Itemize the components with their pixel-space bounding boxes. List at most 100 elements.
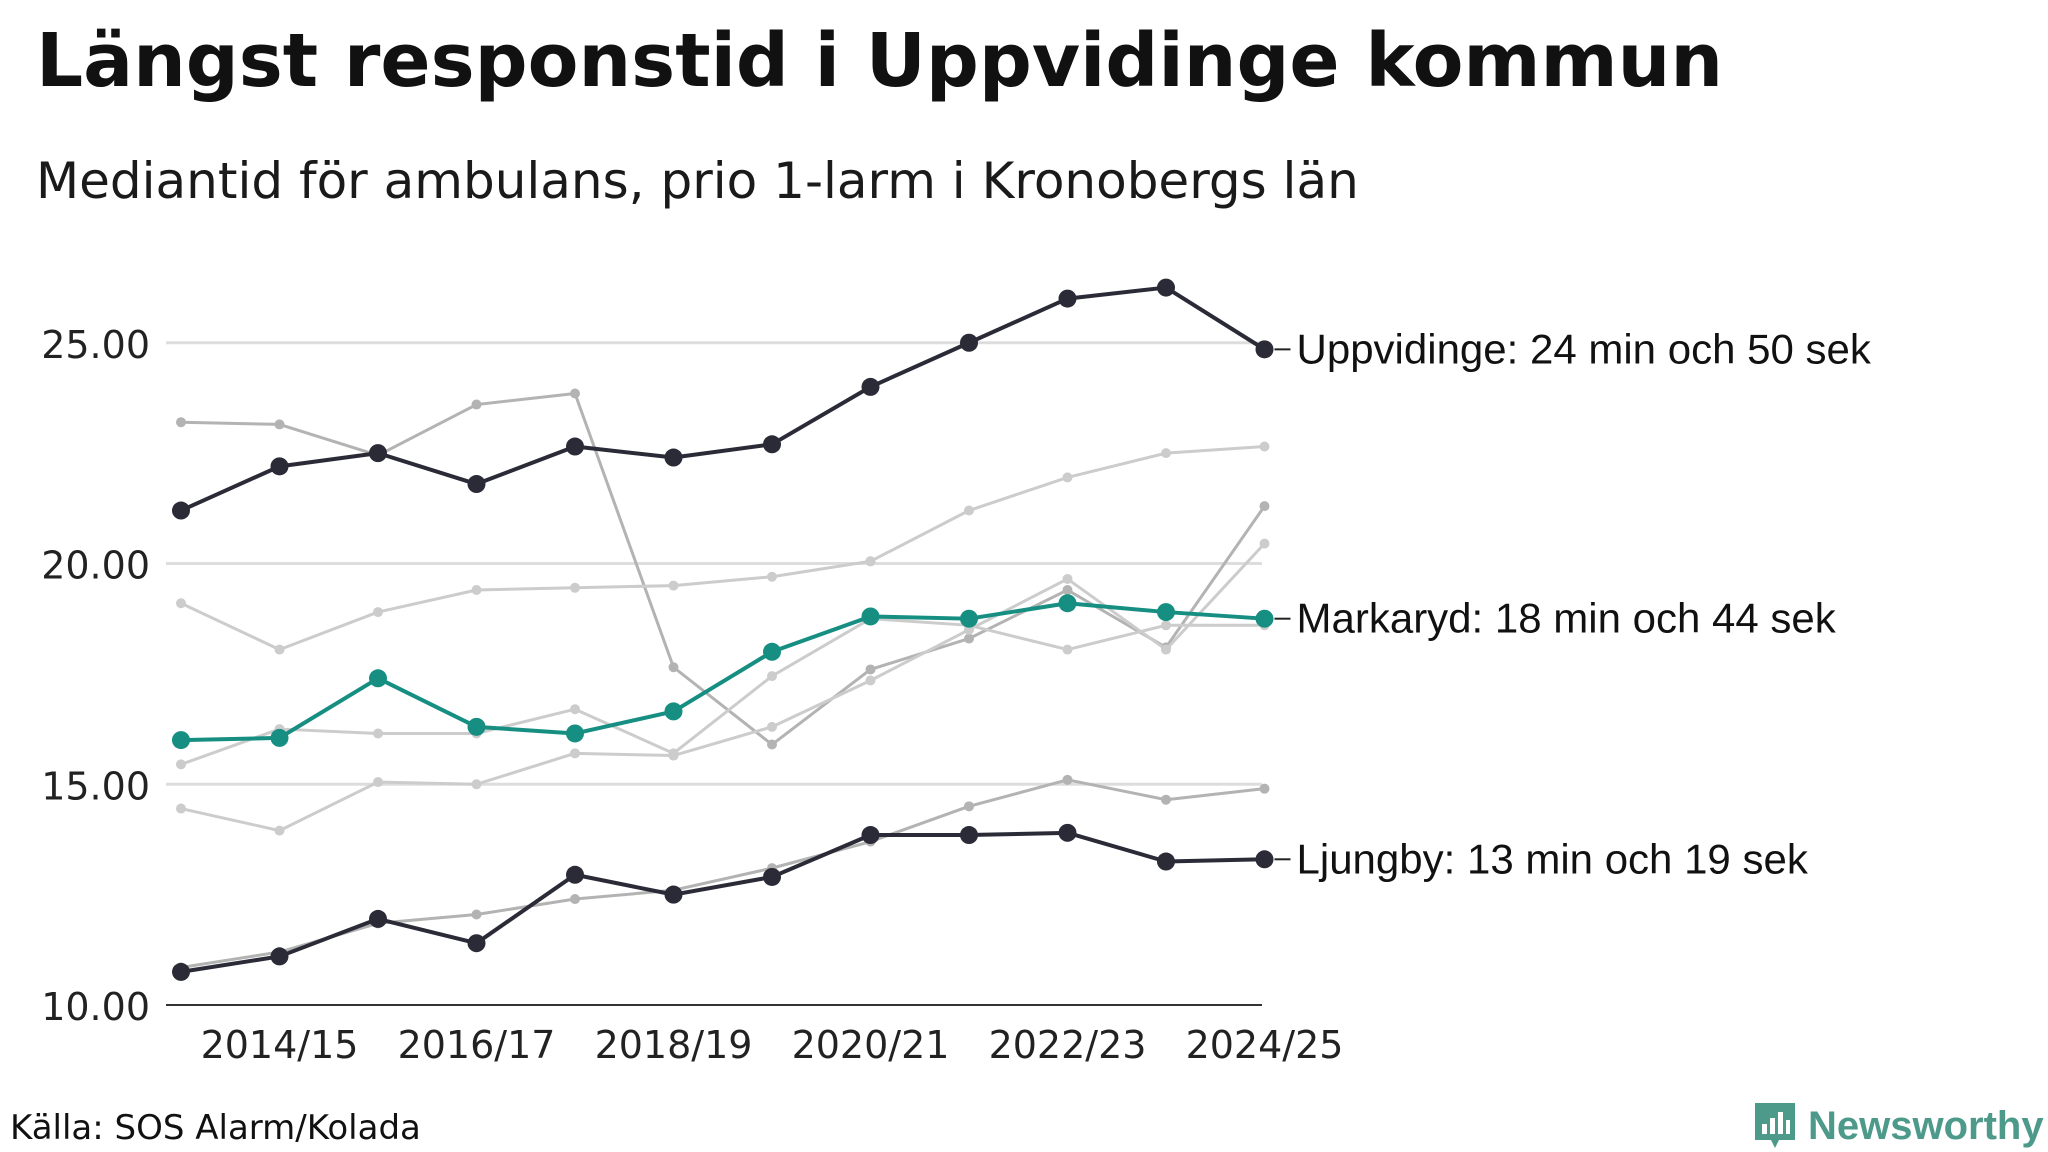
background-series-point	[1062, 573, 1073, 584]
background-series-point	[176, 803, 186, 814]
markaryd-series-point	[270, 728, 289, 747]
uppvidinge-series-point	[270, 457, 289, 476]
x-tick-label: 2020/21	[792, 1023, 950, 1067]
background-series-point	[1062, 584, 1073, 595]
x-tick-label: 2014/15	[201, 1023, 359, 1067]
uppvidinge-series-point	[172, 501, 190, 520]
background-series-point	[767, 571, 777, 582]
background-series-point	[373, 607, 383, 618]
uppvidinge-series-point	[861, 377, 880, 396]
background-series-point	[767, 739, 777, 750]
background-series-point	[274, 419, 285, 430]
background-series-point	[668, 662, 679, 673]
uppvidinge-series-line	[180, 285, 1266, 513]
background-series-point	[964, 505, 974, 516]
ljungby-series-point	[1058, 823, 1077, 842]
ljungby-series-point	[172, 962, 190, 981]
ljungby-series-point	[566, 865, 584, 884]
markaryd-series-point	[1157, 603, 1175, 622]
background-series-point	[570, 582, 580, 593]
uppvidinge-series-point	[369, 444, 387, 463]
background-series-point	[1259, 501, 1270, 512]
background-series-line	[180, 778, 1265, 969]
background-series-point	[1259, 783, 1270, 794]
background-series-point	[964, 801, 974, 812]
uppvidinge-series-point	[1058, 289, 1077, 308]
background-series-point	[668, 750, 679, 761]
ljungby-series-point	[1255, 850, 1274, 869]
ljungby-series-point	[1157, 852, 1175, 871]
background-series-point	[1161, 794, 1171, 805]
background-series-point	[1062, 472, 1073, 483]
ljungby-series-line	[180, 830, 1265, 974]
background-series-point	[471, 399, 482, 410]
x-tick-label: 2024/25	[1186, 1023, 1344, 1067]
chart-title: Längst responstid i Uppvidinge kommun	[36, 18, 1724, 104]
background-series-point	[1259, 538, 1270, 549]
uppvidinge-series-point	[1255, 340, 1274, 359]
chart-subtitle: Mediantid för ambulans, prio 1-larm i Kr…	[36, 152, 1359, 210]
markaryd-value-label: Markaryd: 18 min och 44 sek	[1297, 595, 1837, 642]
uppvidinge-series-point	[960, 333, 978, 352]
uppvidinge-series-point	[566, 437, 584, 456]
markaryd-series-point	[763, 642, 781, 661]
background-series-line	[180, 751, 674, 833]
background-series-point	[964, 633, 974, 644]
ljungby-series-point	[369, 909, 387, 928]
background-series-point	[570, 748, 580, 759]
background-series-point	[865, 675, 876, 686]
background-series-point	[1062, 644, 1073, 655]
highlight-series-layer	[172, 278, 1274, 981]
ljungby-series-point	[664, 885, 683, 904]
background-series-line	[180, 559, 871, 652]
ljungby-series-point	[861, 826, 880, 845]
y-tick-label: 25.00	[41, 323, 150, 367]
uppvidinge-series-point	[1157, 278, 1175, 297]
grid-layer	[166, 341, 1262, 1006]
ljungby-series-point	[270, 947, 289, 966]
background-series-point	[1062, 774, 1073, 785]
background-series-point	[570, 388, 580, 399]
background-series-point	[767, 721, 777, 732]
markaryd-series-line	[180, 601, 1265, 743]
background-series-point	[570, 704, 580, 715]
y-tick-label: 15.00	[41, 764, 150, 808]
uppvidinge-value-label: Uppvidinge: 24 min och 50 sek	[1297, 325, 1872, 372]
ljungby-series-point	[763, 867, 781, 886]
uppvidinge-series-point	[664, 448, 683, 467]
background-series-point	[570, 894, 580, 905]
markaryd-series-point	[1058, 594, 1077, 613]
markaryd-series-point	[172, 731, 190, 750]
markaryd-series-point	[861, 607, 880, 626]
series-label-layer: Markaryd: 18 min och 44 sek Ljungby: 13 m…	[1274, 325, 1872, 882]
background-series-point	[176, 417, 186, 428]
background-series-point	[1161, 620, 1171, 631]
background-series-point	[1259, 441, 1270, 452]
background-series-point	[767, 671, 777, 682]
background-series-line	[180, 617, 1265, 766]
background-series-point	[1161, 448, 1171, 459]
x-tick-label: 2016/17	[398, 1023, 556, 1067]
x-tick-label: 2018/19	[595, 1023, 753, 1067]
x-tick-label: 2022/23	[989, 1023, 1147, 1067]
markaryd-series-point	[467, 717, 486, 736]
ljungby-series-point	[467, 934, 486, 953]
background-series-point	[373, 777, 383, 788]
newsworthy-logo: Newsworthy	[1752, 1100, 2044, 1152]
markaryd-series-point	[1255, 609, 1274, 628]
background-series-point	[471, 779, 482, 790]
background-series-layer	[176, 388, 1270, 973]
background-series-point	[865, 556, 876, 567]
markaryd-series-point	[960, 609, 978, 628]
bar-chart-badge-icon	[1755, 1103, 1795, 1148]
background-series-point	[274, 825, 285, 836]
background-series-point	[668, 580, 679, 591]
uppvidinge-series-point	[467, 475, 486, 494]
background-series-line	[869, 445, 1265, 563]
markaryd-series-point	[664, 702, 683, 721]
background-series-point	[274, 644, 285, 655]
background-series-point	[1161, 644, 1171, 655]
background-series-point	[471, 909, 482, 920]
background-series-point	[865, 664, 876, 675]
